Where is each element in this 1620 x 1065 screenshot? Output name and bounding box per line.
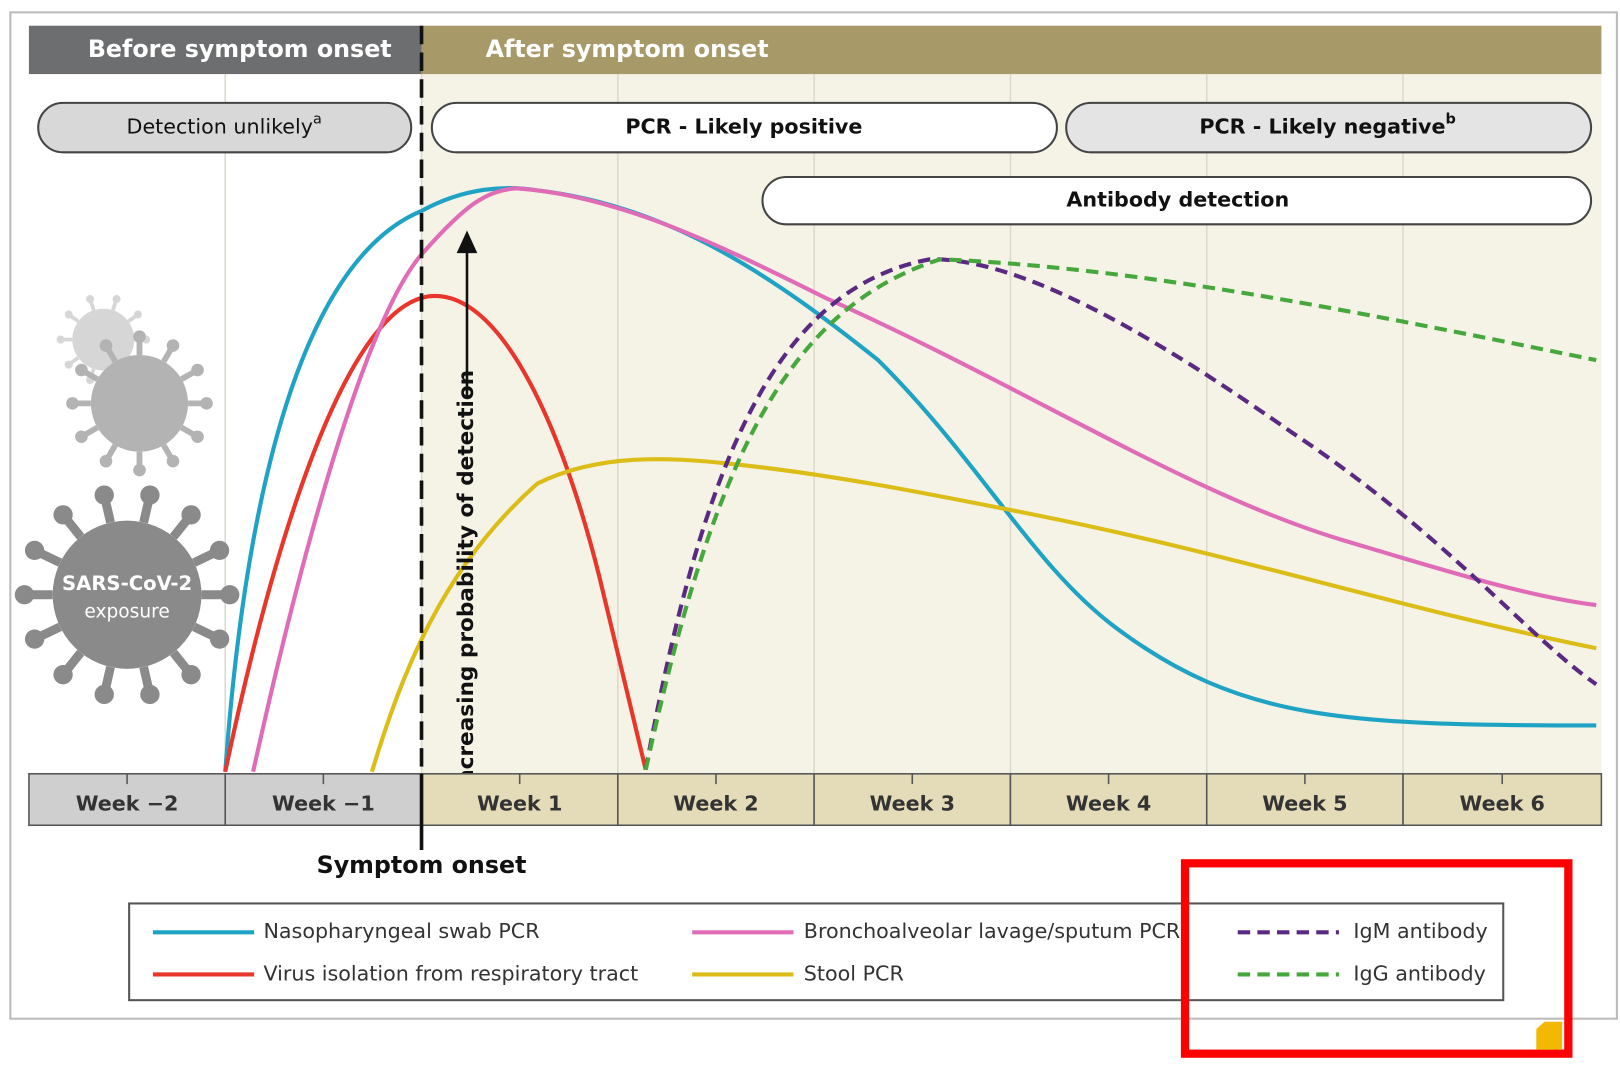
virus [90,355,189,452]
pill-text: PCR - Likely positive [625,115,862,139]
pill [37,101,413,154]
legend-label: Stool PCR [804,961,904,985]
virus-spike-tip [209,540,230,561]
virus-spike-tip [24,540,45,561]
week-label: Week 2 [673,792,758,816]
note: a [313,111,322,127]
highlight-box [1180,859,1573,1058]
legend-label: IgG antibody [1353,961,1485,985]
legend-label: IgM antibody [1353,919,1487,943]
virus-spike-tip [133,310,142,319]
virus-spike-tip [191,430,204,444]
virus-spike-tip [181,665,201,685]
legend-label: Nasopharyngeal swab PCR [263,919,539,943]
curve [643,257,1597,771]
virus-spike-tip [64,360,73,369]
virus-spike-tip [53,665,73,685]
label: PCR - Likely negative [1199,115,1445,139]
week-label: Week −2 [76,792,179,816]
virus-spike-tip [14,585,35,605]
week-label: Week 1 [477,792,562,816]
virus-spike-tip [75,363,88,377]
exposure-text: exposure [84,602,169,623]
virus-spike-tip [24,629,45,649]
virus-spike-tip [112,295,121,304]
virus-spike-tip [53,505,73,525]
virus-spike-tip [140,684,160,705]
virus-spike-tip [56,335,65,344]
week-label: Week 6 [1460,792,1545,816]
virus-spike-tip [64,310,73,319]
curve [369,457,1597,773]
virus-spike-tip [86,295,95,304]
virus [52,520,202,669]
pill [430,101,1058,154]
arrow-head [456,230,478,254]
pill [761,175,1593,226]
pill-text: Detection unlikelya [127,111,322,138]
y-axis-label: Increasing probability of detection [454,370,479,793]
before-title: Before symptom onset [88,35,392,63]
virus-spike-tip [75,430,88,444]
legend [128,902,1505,1002]
legend-label: Bronchoalveolar lavage/sputum PCR [804,919,1180,943]
virus-spike-tip [200,397,213,410]
virus-spike-tip [220,585,240,605]
marker [1536,1021,1563,1050]
exposure-text: SARS-CoV-2 [62,572,192,595]
curve [643,257,1598,771]
virus-spike-tip [166,339,180,352]
pill-text: PCR - Likely negativeb [1199,111,1456,138]
week-label: Week 3 [870,792,955,816]
pill [1065,101,1593,154]
legend-label: Virus isolation from respiratory tract [263,961,638,985]
after-header [421,25,1602,75]
week-label: Week 5 [1262,792,1347,816]
virus-spike-tip [99,454,113,468]
virus-spike-tip [66,397,79,410]
virus [72,308,135,371]
virus-spike-tip [181,505,201,525]
label: Detection unlikely [127,115,313,139]
after-title: After symptom onset [486,35,769,63]
symptom-onset: Symptom onset [317,851,527,879]
virus-spike-tip [166,454,180,468]
pill-text: Antibody detection [1066,188,1289,212]
week-label: Week −1 [272,792,375,816]
curve [223,186,1597,772]
virus-spike-tip [94,485,114,505]
curve [251,186,1597,773]
virus-spike-tip [133,463,146,477]
virus-spike-tip [209,629,230,649]
virus-spike-tip [94,684,114,705]
virus-spike-tip [133,330,146,343]
virus-spike-tip [191,363,204,377]
before-header [28,25,422,75]
virus-spike-tip [140,485,160,505]
virus-spike-tip [99,339,113,352]
week-label: Week 4 [1066,792,1151,816]
note: b [1446,111,1456,127]
